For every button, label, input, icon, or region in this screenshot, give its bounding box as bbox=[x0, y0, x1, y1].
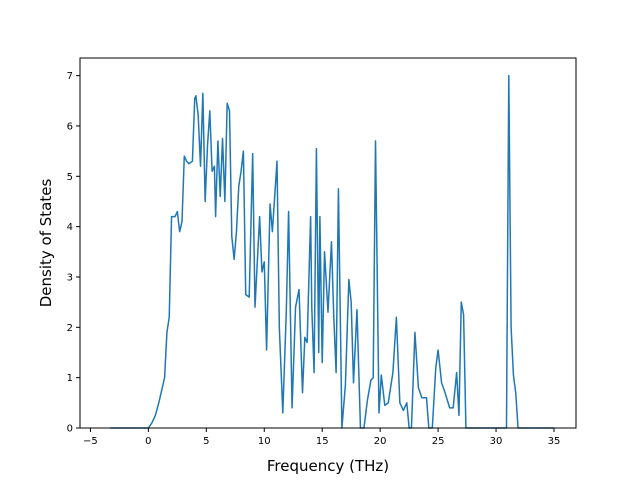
series-layer bbox=[110, 74, 554, 429]
dos-line bbox=[110, 74, 554, 429]
y-axis-label: Density of States bbox=[37, 179, 55, 308]
x-tick-label: −5 bbox=[83, 436, 98, 447]
x-axis-label: Frequency (THz) bbox=[267, 457, 389, 475]
x-tick-label: 10 bbox=[258, 436, 271, 447]
x-tick-label: 20 bbox=[374, 436, 387, 447]
x-tick-label: 0 bbox=[145, 436, 151, 447]
y-tick-label: 2 bbox=[67, 323, 73, 334]
x-tick-label: 35 bbox=[548, 436, 561, 447]
plot-frame bbox=[79, 57, 577, 429]
y-tick-label: 5 bbox=[67, 172, 73, 183]
x-tick-label: 25 bbox=[432, 436, 445, 447]
y-tick-label: 7 bbox=[67, 71, 73, 82]
y-tick-label: 1 bbox=[67, 373, 73, 384]
x-tick-label: 5 bbox=[203, 436, 209, 447]
x-tick-label: 30 bbox=[490, 436, 503, 447]
y-tick-label: 4 bbox=[67, 222, 73, 233]
y-tick-label: 3 bbox=[67, 272, 73, 283]
y-tick-label: 6 bbox=[67, 121, 73, 132]
y-tick-label: 0 bbox=[67, 424, 73, 435]
x-tick-label: 15 bbox=[316, 436, 329, 447]
